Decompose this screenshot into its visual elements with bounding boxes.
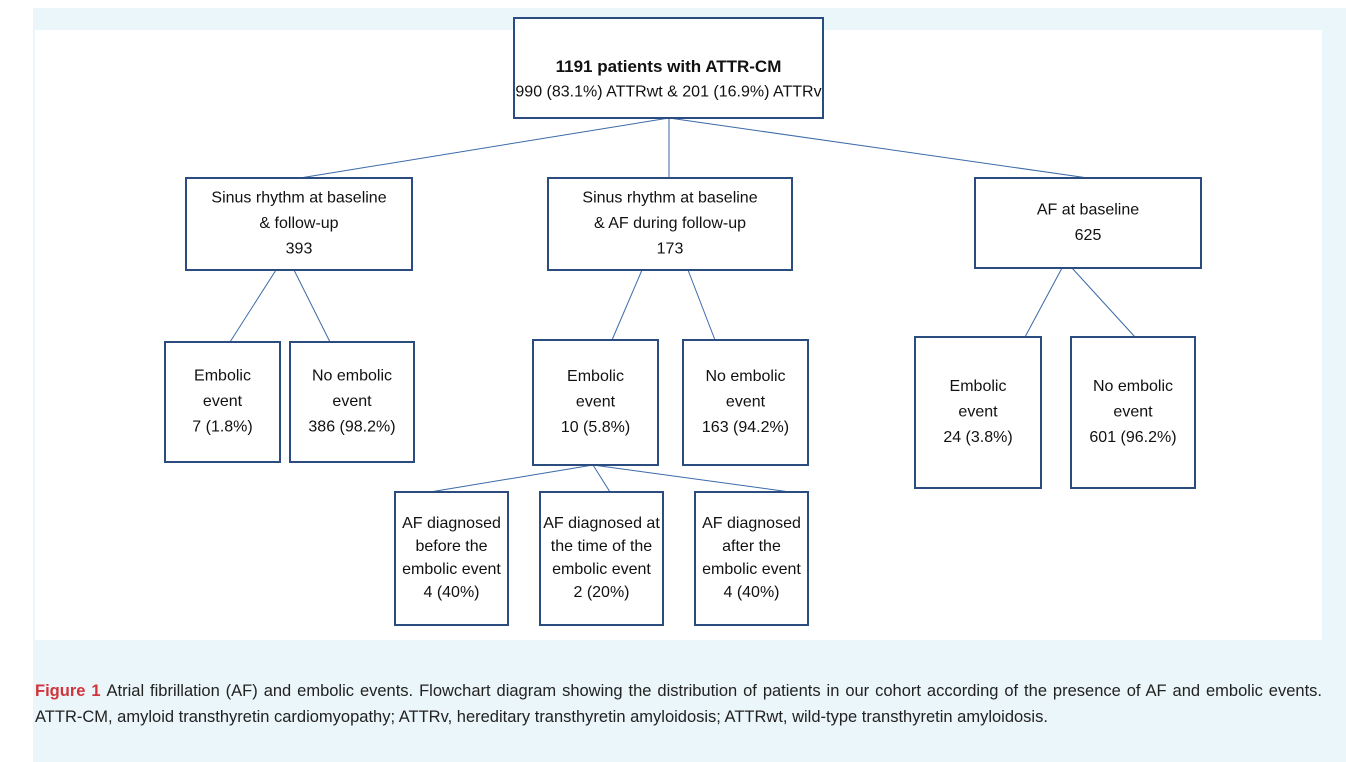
node-box [914,336,1042,489]
node-text: 173 [657,241,684,258]
edge [299,117,670,179]
node-text: No embolic [1093,378,1173,395]
node-text: AF diagnosed [702,515,801,532]
node-box [1070,336,1196,489]
edge [592,464,611,493]
node-text: & AF during follow-up [594,215,746,232]
node-text: 10 (5.8%) [561,419,630,436]
node-box [682,339,809,466]
node-text: 2 (20%) [573,584,629,601]
edge [293,269,331,343]
node-text: No embolic [312,368,392,385]
edge [1024,267,1063,338]
edge [611,269,643,341]
diagram-area [35,30,1322,640]
node-box [394,491,509,626]
node-text: embolic event [552,561,651,578]
node-text: AF at baseline [1037,201,1139,218]
flowchart: 1191 patients with ATTR-CM 990 (83.1%) AT… [35,17,1322,640]
node-box [532,339,659,466]
edges [229,117,1136,493]
node-text: the time of the [551,538,652,555]
node-text: 4 (40%) [423,584,479,601]
node-box [289,341,415,463]
node-text: Sinus rhythm at baseline [211,190,386,207]
node-text: 601 (96.2%) [1089,429,1176,446]
edge [429,464,594,493]
edge [592,464,791,493]
node-box [694,491,809,626]
node-text: No embolic [705,368,785,385]
caption: Figure 1 Atrial fibrillation (AF) and emb… [35,678,1322,730]
caption-label: Figure 1 [35,682,101,700]
node-text: Embolic [950,378,1007,395]
node-text: event [958,404,998,421]
node-text: & follow-up [259,215,338,232]
node-text: AF diagnosed [402,515,501,532]
node-text: event [576,394,616,411]
node-text: 625 [1075,227,1102,244]
node-text: event [203,393,243,410]
node-text: 990 (83.1%) ATTRwt & 201 (16.9%) ATTRv [515,84,821,101]
node-text: 7 (1.8%) [192,419,252,436]
node-box [974,177,1202,269]
node-text: Embolic [194,368,251,385]
node-text: 386 (98.2%) [308,419,395,436]
node-text: event [726,394,766,411]
node-text: 1191 patients with ATTR-CM [556,57,782,76]
node-box [539,491,664,626]
node-text: 393 [286,241,313,258]
caption-text: Atrial fibrillation (AF) and embolic eve… [35,682,1322,726]
node-box [513,17,824,119]
node-text: AF diagnosed at [543,515,660,532]
node-text: embolic event [402,561,501,578]
node-text: 163 (94.2%) [702,419,789,436]
node-text: event [332,393,372,410]
edge [1071,267,1136,338]
node-text: embolic event [702,561,801,578]
node-text: Embolic [567,368,624,385]
node-text: after the [722,538,781,555]
edge [668,117,1089,179]
node-text: event [1113,404,1153,421]
node-text: before the [415,538,487,555]
node-box [185,177,413,271]
edge [229,269,277,343]
node-text: Sinus rhythm at baseline [582,190,757,207]
edge [687,269,716,341]
node-box [164,341,281,463]
node-text: 24 (3.8%) [943,429,1012,446]
node-text: 4 (40%) [723,584,779,601]
node-box [547,177,793,271]
